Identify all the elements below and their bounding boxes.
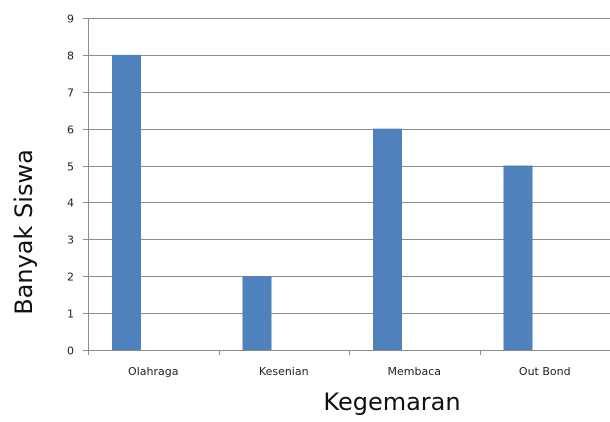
x-tick-labels: Olahraga Kesenian Membaca Out Bond <box>128 365 571 378</box>
y-tick-label-9: 9 <box>67 13 74 26</box>
y-tick-label-4: 4 <box>67 197 74 210</box>
y-tick-label-0: 0 <box>67 345 74 358</box>
y-tick-label-7: 7 <box>67 87 74 100</box>
x-tick-label-kesenian: Kesenian <box>259 365 309 378</box>
x-tick-label-out-bond: Out Bond <box>519 365 571 378</box>
bar-olahraga <box>112 54 141 351</box>
x-tick-label-membaca: Membaca <box>388 365 442 378</box>
y-axis-title: Banyak Siswa <box>10 149 38 315</box>
x-tick-label-olahraga: Olahraga <box>128 365 178 378</box>
bar-out-bond <box>503 165 533 350</box>
x-axis-title: Kegemaran <box>323 388 460 416</box>
bar-membaca <box>373 128 402 350</box>
y-tick-label-2: 2 <box>67 271 74 284</box>
bar-kesenian <box>242 276 272 350</box>
axes <box>83 18 610 355</box>
y-tick-label-1: 1 <box>67 308 74 321</box>
y-tick-label-6: 6 <box>67 124 74 137</box>
bars <box>112 54 533 351</box>
y-tick-labels: 0 1 2 3 4 5 6 7 8 9 <box>67 13 74 358</box>
y-tick-label-3: 3 <box>67 234 74 247</box>
grid-lines <box>88 18 610 314</box>
y-tick-label-8: 8 <box>67 50 74 63</box>
y-tick-label-5: 5 <box>67 161 74 174</box>
